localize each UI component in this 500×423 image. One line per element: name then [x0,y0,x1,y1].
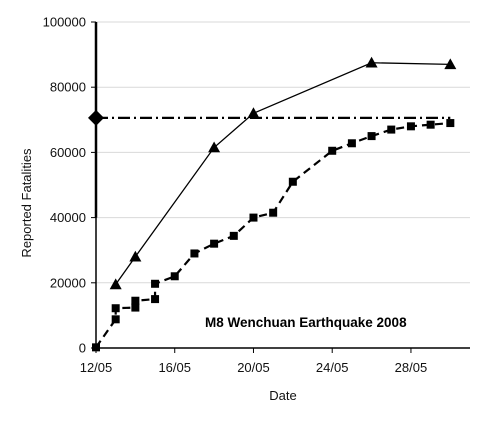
square-marker [426,120,435,129]
gridlines [96,21,470,284]
square-marker [406,122,415,131]
triangle-marker [129,250,142,262]
y-tick-label: 100000 [43,15,86,30]
triangle-marker [208,141,221,153]
square-marker [210,239,219,248]
triangle-marker [365,56,378,68]
x-axis-label: Date [269,388,296,403]
square-marker [347,139,356,148]
square-marker [229,231,238,240]
square-marker [249,213,258,222]
triangle-marker [444,58,457,70]
x-axis-ticks: 12/05 16/05 20/05 24/05 28/05 [80,348,427,375]
square-marker [92,343,100,352]
triangle-marker [247,107,260,119]
x-tick-label: 28/05 [395,360,428,375]
y-tick-label: 40000 [50,210,86,225]
y-tick-label: 20000 [50,275,86,290]
x-tick-label: 24/05 [316,360,349,375]
x-tick-label: 12/05 [80,360,113,375]
square-marker [328,146,337,155]
square-marker [131,296,140,305]
y-tick-label: 0 [79,341,86,356]
y-axis-ticks: 0 20000 40000 60000 80000 100000 [43,15,96,356]
chart-annotation: M8 Wenchuan Earthquake 2008 [205,315,407,330]
series-dashed-line [95,121,451,348]
square-marker [190,249,199,258]
y-axis-label: Reported Fatalities [19,148,34,258]
series-layer [88,22,457,352]
x-tick-label: 16/05 [158,360,191,375]
square-marker [111,304,120,313]
square-marker [446,119,455,128]
square-marker [387,125,396,134]
series-solid-line [115,62,451,285]
x-tick-label: 20/05 [237,360,270,375]
square-marker [111,315,120,324]
triangle-marker [109,278,122,290]
y-tick-label: 60000 [50,145,86,160]
square-marker [151,295,160,304]
diamond-marker [88,109,104,126]
square-marker [170,272,179,281]
square-marker [131,303,140,312]
square-marker [151,279,160,288]
square-marker [288,177,297,186]
square-marker [367,132,376,141]
y-tick-label: 80000 [50,80,86,95]
square-marker [269,208,278,217]
